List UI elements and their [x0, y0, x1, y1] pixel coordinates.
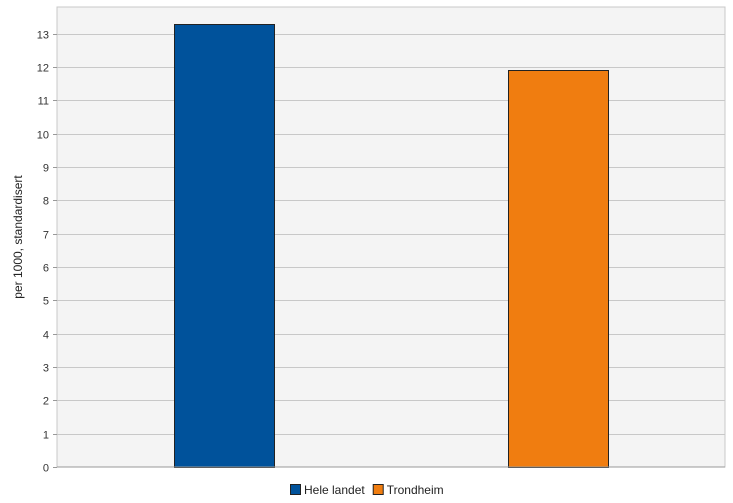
legend-swatch [290, 484, 301, 495]
y-tick-label: 1 [43, 430, 49, 442]
bars [174, 24, 609, 468]
y-tick-label: 5 [43, 296, 49, 308]
y-axis-title: per 1000, standardisert [11, 175, 25, 299]
bar-hele-landet [174, 24, 275, 468]
y-tick-label: 8 [43, 196, 49, 208]
legend: Hele landet Trondheim [290, 483, 444, 497]
y-tick-label: 13 [37, 30, 49, 42]
legend-label: Trondheim [387, 483, 444, 497]
y-tick-label: 9 [43, 163, 49, 175]
y-tick-label: 4 [43, 330, 49, 342]
y-tick-label: 6 [43, 263, 49, 275]
y-tick-label: 3 [43, 363, 49, 375]
y-tick-label: 10 [37, 130, 49, 142]
gridlines [57, 34, 725, 435]
legend-label: Hele landet [304, 483, 365, 497]
y-tick-label: 2 [43, 396, 49, 408]
y-tick-label: 12 [37, 63, 49, 75]
y-tick-label: 0 [43, 463, 49, 475]
y-tick-label: 7 [43, 230, 49, 242]
y-tick-label: 11 [38, 96, 49, 108]
bar-trondheim [508, 70, 609, 468]
plot-area [56, 6, 726, 468]
legend-swatch [372, 484, 384, 495]
